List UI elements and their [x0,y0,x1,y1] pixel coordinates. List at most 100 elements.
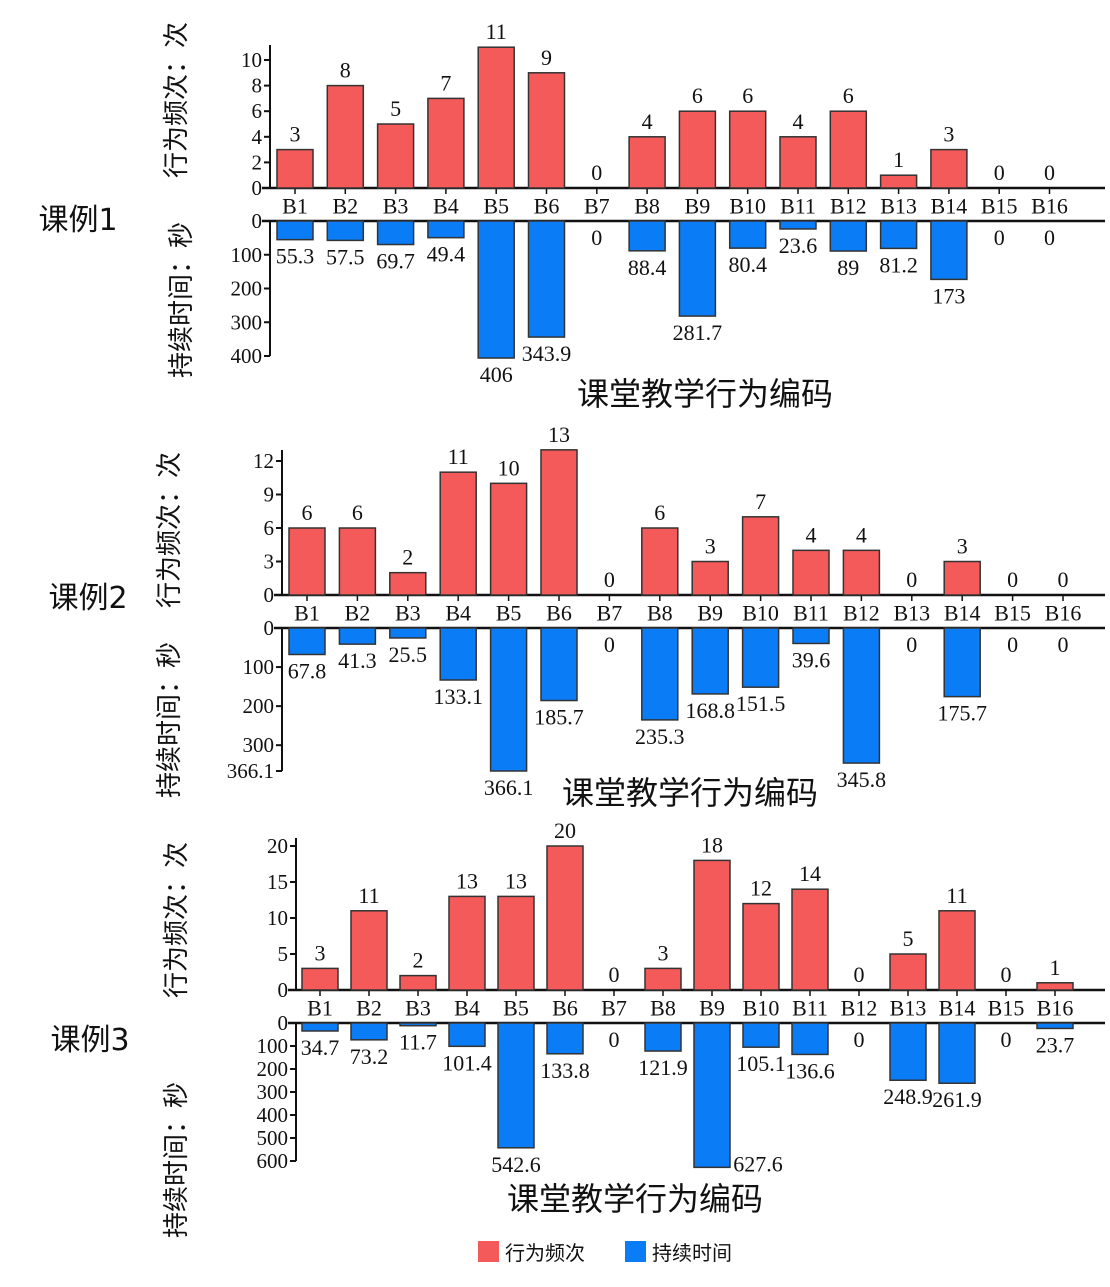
duration-value-label: 81.2 [879,252,918,277]
frequency-value-label: 6 [352,500,363,525]
category-label: B14 [939,996,976,1021]
frequency-value-label: 10 [498,455,520,480]
frequency-value-label: 11 [358,883,379,908]
duration-tick-label: 0 [278,1011,289,1035]
category-label: B5 [483,194,509,219]
duration-bar [791,1022,829,1056]
duration-value-label: 248.9 [883,1084,933,1109]
frequency-value-label: 12 [750,876,772,901]
frequency-tick-label: 5 [278,942,289,966]
category-label: B2 [345,601,371,626]
duration-bar [399,1022,437,1027]
duration-value-label: 0 [854,1027,865,1052]
duration-value-label: 23.6 [779,233,818,258]
duration-bar [326,220,365,242]
frequency-value-label: 7 [440,70,451,95]
frequency-bar [693,859,731,991]
duration-value-label: 34.7 [301,1035,340,1060]
frequency-value-label: 6 [843,83,854,108]
duration-value-label: 151.5 [736,691,786,716]
duration-bar [427,220,465,239]
duration-value-label: 261.9 [932,1087,982,1112]
frequency-value-label: 11 [946,883,967,908]
duration-value-label: 343.9 [522,341,572,366]
frequency-bar [477,46,515,189]
frequency-tick-label: 10 [241,48,262,72]
x-axis-label: 课堂教学行为编码 [577,375,833,413]
duration-value-label: 0 [604,632,615,657]
frequency-value-label: 18 [701,832,723,857]
duration-bar [1036,1022,1074,1030]
duration-value-label: 0 [1007,632,1018,657]
duration-y-axis-label: 持续时间：秒 [155,642,185,798]
duration-value-label: 25.5 [389,642,428,667]
duration-value-label: 136.6 [785,1058,835,1083]
duration-bar [930,220,968,281]
duration-bar [546,1022,584,1055]
frequency-bar [644,967,682,991]
frequency-value-label: 3 [658,940,669,965]
legend-label-duration: 持续时间 [652,1241,732,1265]
frequency-bar [376,123,415,189]
legend-swatch-duration [625,1241,646,1262]
category-label: B12 [843,601,880,626]
duration-value-label: 49.4 [427,242,466,267]
category-label: B12 [830,194,867,219]
frequency-tick-label: 6 [252,99,263,123]
duration-value-label: 0 [1001,1027,1012,1052]
frequency-value-label: 3 [957,534,968,559]
duration-bar [644,1022,682,1052]
duration-bar [889,1022,927,1081]
category-label: B13 [890,996,927,1021]
duration-bar [792,627,830,645]
duration-bar [540,627,578,702]
category-label: B11 [792,996,828,1021]
frequency-y-axis-label: 行为频次：次 [155,452,185,608]
frequency-value-label: 14 [799,861,821,886]
category-label: B15 [981,194,1018,219]
duration-tick-label: 0 [264,616,275,640]
category-label: B10 [729,194,766,219]
category-label: B9 [697,601,723,626]
category-label: B10 [743,996,780,1021]
duration-bar [497,1022,535,1149]
frequency-bar [678,110,717,189]
duration-bar [693,1022,731,1169]
frequency-bar [889,953,927,991]
frequency-tick-label: 0 [264,583,275,607]
category-label: B14 [944,601,981,626]
duration-bar [742,1022,780,1048]
frequency-bar [399,974,437,991]
duration-value-label: 89 [837,255,859,280]
frequency-bar [641,527,679,596]
duration-bar [288,627,326,656]
frequency-tick-label: 10 [267,906,288,930]
panel-title: 课例3 [50,1023,129,1058]
duration-value-label: 281.7 [673,320,723,345]
duration-value-label: 101.4 [442,1050,492,1075]
frequency-tick-label: 0 [252,176,263,200]
category-label: B16 [1037,996,1074,1021]
frequency-value-label: 2 [413,948,424,973]
category-label: B6 [546,601,572,626]
frequency-bar [540,449,578,596]
duration-value-label: 23.7 [1036,1032,1075,1057]
frequency-value-label: 0 [994,160,1005,185]
frequency-value-label: 4 [642,109,653,134]
frequency-value-label: 6 [654,500,665,525]
duration-value-label: 542.6 [491,1152,541,1177]
duration-bar [628,220,666,252]
frequency-value-label: 9 [541,45,552,70]
duration-value-label: 0 [1044,225,1055,250]
frequency-bar [527,72,566,189]
duration-value-label: 121.9 [638,1055,688,1080]
duration-value-label: 173 [932,283,965,308]
duration-value-label: 345.8 [837,767,887,792]
frequency-value-label: 13 [548,422,570,447]
frequency-bar [842,549,881,596]
frequency-bar [497,895,535,991]
frequency-bar [301,967,339,991]
category-label: B8 [647,601,673,626]
category-label: B11 [780,194,816,219]
